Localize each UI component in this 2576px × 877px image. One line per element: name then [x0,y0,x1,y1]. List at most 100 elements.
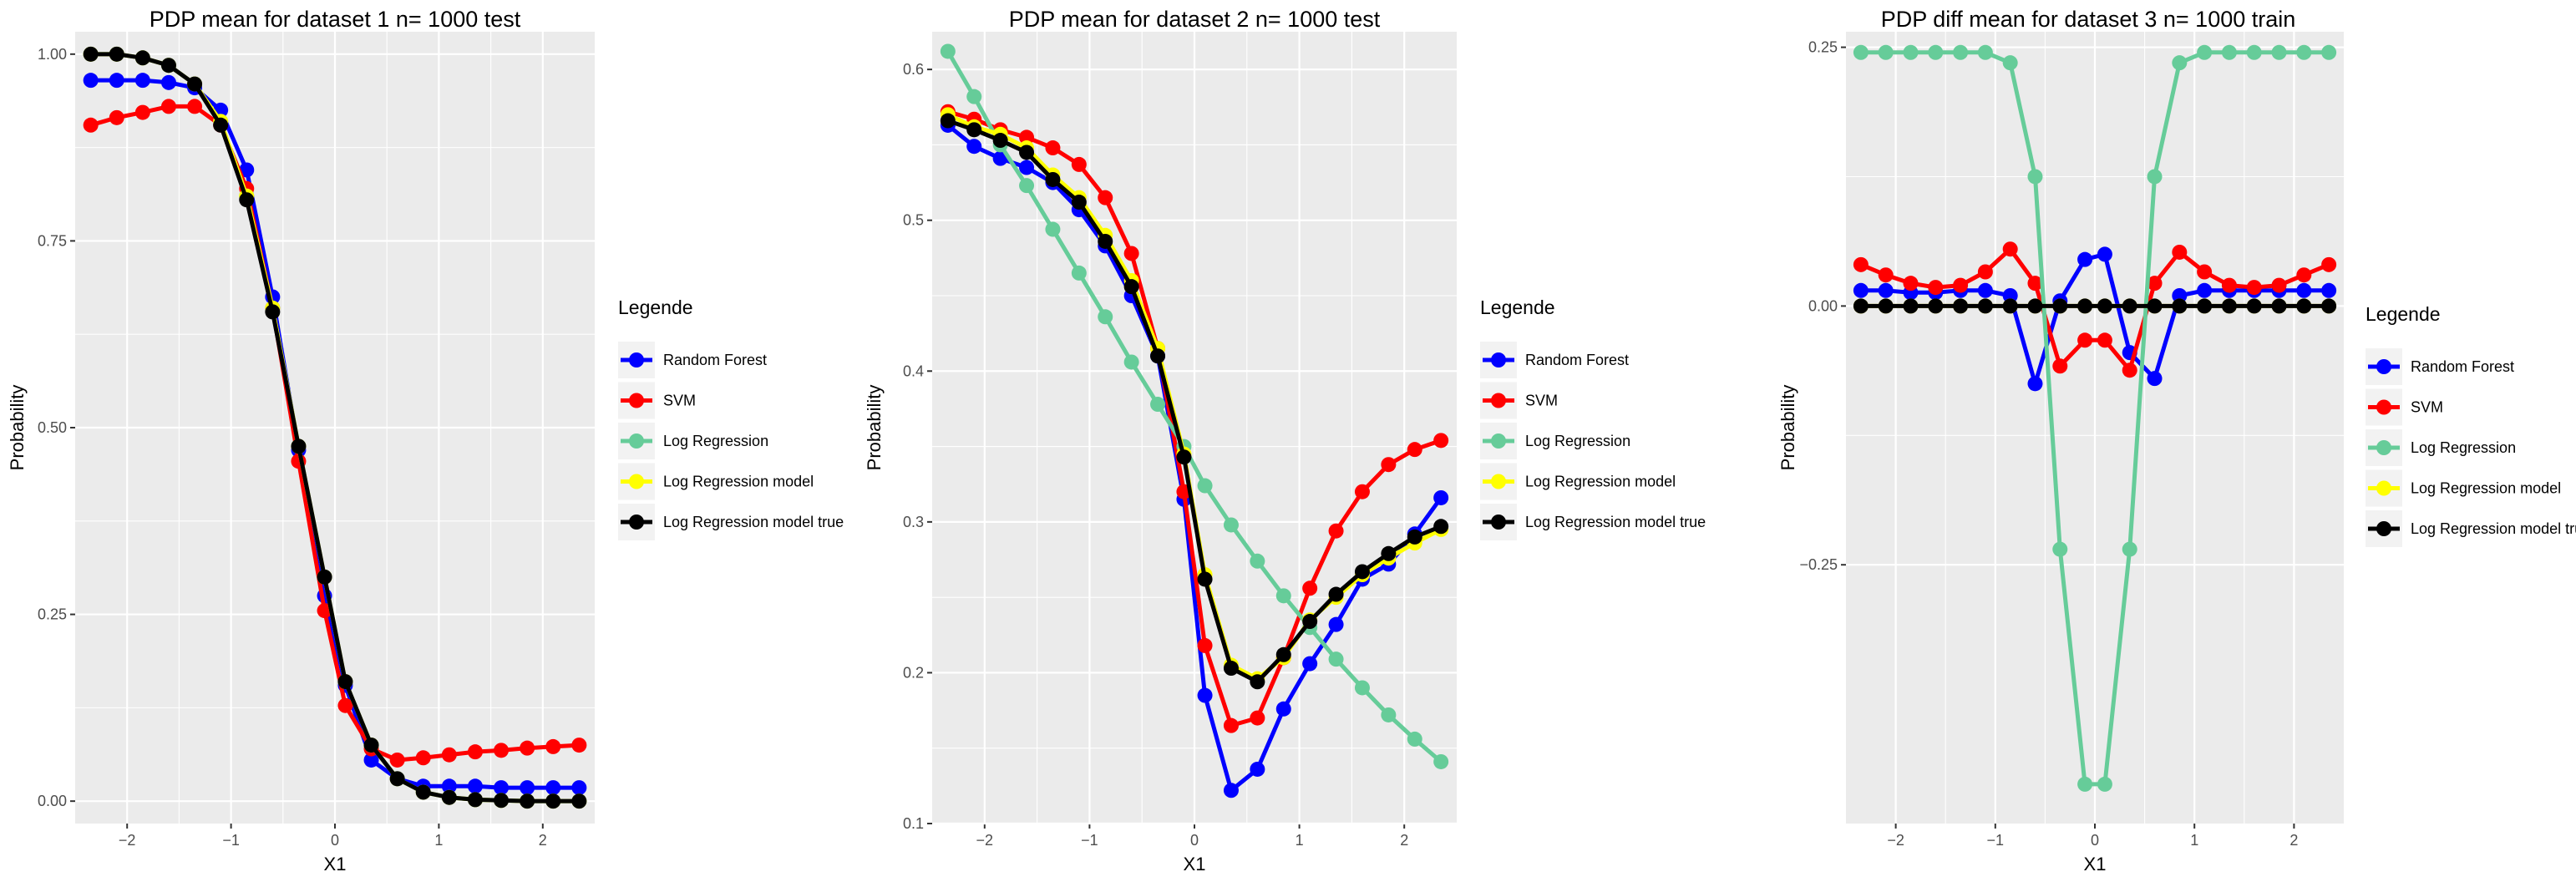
data-point [2002,241,2018,257]
x-axis-title: X1 [2084,854,2107,874]
data-point [83,117,99,133]
legend-title: Legende [1480,297,1555,318]
data-point [1878,298,1894,314]
legend-key-point [1491,474,1506,489]
legend-label: Log Regression model [663,474,814,490]
data-point [571,738,587,753]
data-point [1098,309,1113,325]
data-point [109,46,124,62]
series-log-regression-model-true [83,46,587,809]
data-point [1354,484,1370,499]
legend-label: Log Regression [663,433,768,449]
data-point [415,784,431,800]
data-point [2002,288,2018,303]
chart-title: PDP mean for dataset 1 n= 1000 test [150,7,521,32]
data-point [1019,178,1035,194]
y-tick-label: 0.3 [903,514,924,530]
data-point [1045,171,1061,187]
legend-label: Log Regression [1525,433,1630,449]
data-point [1223,517,1239,533]
data-point [317,603,332,619]
y-axis-title: Probability [864,385,885,471]
data-point [1328,523,1344,539]
data-point [337,674,353,690]
x-tick-label: 0 [1190,832,1199,849]
legend-key-point [1491,433,1506,449]
data-point [966,122,982,138]
series-svm [940,104,1449,733]
data-point [2077,251,2093,267]
data-point [441,778,457,794]
data-point [134,50,150,66]
x-tick-label: 1 [2190,832,2198,849]
x-tick-label: −1 [1081,832,1098,849]
data-point [494,780,510,796]
legend-label: Log Regression model true [2411,520,2576,537]
data-point [940,113,956,129]
data-point [1433,433,1449,449]
legend-label: Log Regression model [2411,480,2561,497]
data-point [1197,637,1213,653]
legend-label: SVM [663,393,696,409]
data-point [1433,753,1449,769]
data-point [134,104,150,120]
legend-label: Random Forest [1525,352,1629,368]
data-point [1878,282,1894,298]
data-point [1302,580,1318,596]
x-tick-label: −1 [1987,832,2005,849]
legend-label: SVM [2411,399,2443,416]
legend-key-point [2376,521,2391,536]
legend-key-point [2376,399,2391,415]
data-point [545,738,561,754]
legend-key-point [1491,352,1506,368]
x-tick-label: 1 [1296,832,1304,849]
data-point [1853,298,1869,314]
data-point [2147,276,2163,291]
data-point [1381,707,1397,722]
x-axis-title: X1 [324,854,347,874]
data-point [2147,169,2163,185]
data-point [389,771,405,787]
x-tick-label: −2 [976,832,994,849]
data-point [2002,298,2018,314]
data-point [1123,246,1139,261]
data-point [2197,264,2213,280]
x-tick-label: −2 [119,832,136,849]
data-point [1433,519,1449,535]
data-point [160,99,176,114]
legend-label: Log Regression model true [663,514,844,530]
data-point [940,43,956,59]
data-point [2077,332,2093,348]
data-point [1878,44,1894,60]
data-point [1977,282,1993,298]
y-tick-label: 0.25 [1808,39,1838,56]
data-point [1019,160,1035,175]
data-point [337,697,353,713]
data-point [134,73,150,89]
data-point [2296,298,2312,314]
legend-label: Log Regression model true [1525,514,1706,530]
data-point [2197,282,2213,298]
data-point [1150,397,1166,413]
y-axis-title: Probability [7,385,28,471]
y-tick-label: 0.25 [38,606,67,623]
data-point [1977,44,1993,60]
data-point [1250,674,1265,690]
data-point [2147,371,2163,387]
data-point [2122,541,2137,557]
chart-panel-1 [70,32,655,829]
data-point [2197,298,2213,314]
data-point [1176,449,1192,465]
data-point [1123,279,1139,295]
data-point [2246,298,2262,314]
data-point [2321,256,2337,272]
data-point [109,73,124,89]
data-point [2027,298,2043,314]
data-point [467,792,483,808]
data-point [2271,44,2287,60]
y-tick-label: −0.25 [1799,556,1838,573]
data-point [1197,687,1213,703]
data-point [992,133,1008,149]
data-point [239,162,255,178]
data-point [2027,376,2043,392]
